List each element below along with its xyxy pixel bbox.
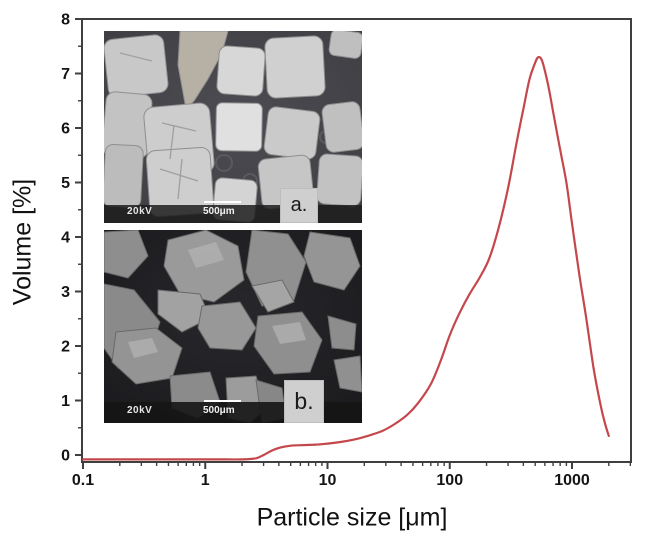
- volume-curve: [81, 55, 610, 461]
- sem-image-b-graphic: [104, 230, 362, 423]
- y-tick-label: 5: [61, 175, 70, 192]
- sem-image-a-graphic: [104, 31, 362, 223]
- x-tick-label: 100: [436, 472, 463, 489]
- sem-inset-a: 20kV 500μm a.: [104, 31, 362, 223]
- y-tick-label: 0: [61, 448, 70, 465]
- x-tick-label: 1: [201, 472, 210, 489]
- y-tick-label: 4: [61, 230, 70, 247]
- x-tick-label: 1000: [554, 472, 590, 489]
- y-tick-label: 2: [61, 339, 70, 356]
- y-tick-label: 6: [61, 121, 70, 138]
- inset-b-scale-label: 500μm: [203, 405, 235, 416]
- x-axis-title: Particle size [μm]: [256, 503, 448, 532]
- sem-inset-b: 20kV 500μm b.: [104, 230, 362, 423]
- y-axis-title: Volume [%]: [8, 178, 37, 306]
- plot-frame: [81, 18, 632, 463]
- inset-a-scale-bar: [204, 201, 241, 203]
- y-tick-label: 1: [61, 393, 70, 410]
- y-tick-label: 3: [61, 284, 70, 301]
- inset-b-scale-bar: [204, 400, 241, 402]
- x-tick-label: 10: [319, 472, 337, 489]
- x-tick-label: 0.1: [72, 472, 94, 489]
- inset-a-scale-label: 500μm: [203, 206, 235, 217]
- inset-a-tag: a.: [280, 188, 318, 223]
- inset-b-tag: b.: [284, 380, 324, 423]
- y-tick-label: 7: [61, 66, 70, 83]
- inset-a-voltage-label: 20kV: [127, 206, 153, 217]
- y-tick-label: 8: [61, 12, 70, 29]
- inset-b-voltage-label: 20kV: [127, 405, 153, 416]
